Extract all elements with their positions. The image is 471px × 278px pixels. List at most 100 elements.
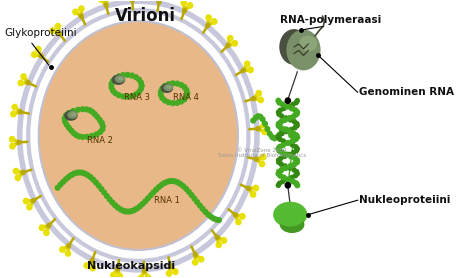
Ellipse shape bbox=[71, 112, 76, 116]
Circle shape bbox=[21, 170, 25, 174]
Circle shape bbox=[211, 216, 216, 221]
Circle shape bbox=[94, 132, 99, 137]
Circle shape bbox=[160, 96, 164, 100]
Circle shape bbox=[170, 178, 175, 183]
Circle shape bbox=[80, 170, 84, 175]
Circle shape bbox=[294, 181, 299, 186]
Circle shape bbox=[276, 171, 281, 176]
Circle shape bbox=[113, 203, 117, 208]
Circle shape bbox=[97, 118, 102, 122]
Circle shape bbox=[294, 101, 298, 105]
Circle shape bbox=[256, 114, 260, 119]
Circle shape bbox=[285, 177, 289, 182]
Circle shape bbox=[111, 79, 115, 83]
Circle shape bbox=[130, 94, 134, 98]
Ellipse shape bbox=[163, 84, 173, 91]
Circle shape bbox=[24, 198, 29, 204]
Circle shape bbox=[285, 98, 291, 103]
Circle shape bbox=[206, 15, 211, 20]
Circle shape bbox=[291, 138, 296, 143]
Circle shape bbox=[179, 182, 183, 187]
Circle shape bbox=[227, 36, 233, 41]
Circle shape bbox=[81, 107, 85, 111]
Circle shape bbox=[115, 205, 120, 210]
Circle shape bbox=[19, 110, 23, 114]
Circle shape bbox=[143, 199, 147, 204]
Circle shape bbox=[138, 275, 144, 278]
Circle shape bbox=[125, 73, 130, 77]
Circle shape bbox=[69, 128, 74, 133]
Circle shape bbox=[110, 200, 114, 205]
Circle shape bbox=[64, 113, 68, 118]
Circle shape bbox=[292, 150, 295, 155]
Circle shape bbox=[89, 133, 94, 138]
Circle shape bbox=[292, 120, 297, 124]
Circle shape bbox=[113, 76, 118, 81]
Circle shape bbox=[139, 83, 144, 88]
Circle shape bbox=[58, 182, 63, 187]
Circle shape bbox=[140, 202, 145, 207]
Circle shape bbox=[85, 134, 89, 139]
Circle shape bbox=[289, 127, 293, 131]
Circle shape bbox=[291, 103, 295, 107]
Circle shape bbox=[74, 170, 79, 175]
Circle shape bbox=[137, 77, 141, 82]
Circle shape bbox=[276, 135, 280, 139]
Circle shape bbox=[63, 119, 67, 124]
Circle shape bbox=[258, 97, 263, 103]
Circle shape bbox=[84, 263, 89, 268]
Circle shape bbox=[276, 110, 280, 114]
Circle shape bbox=[284, 152, 289, 157]
Circle shape bbox=[98, 130, 103, 135]
Circle shape bbox=[36, 46, 41, 52]
Circle shape bbox=[165, 179, 169, 184]
Circle shape bbox=[72, 171, 76, 176]
Circle shape bbox=[293, 125, 297, 130]
Circle shape bbox=[195, 200, 199, 204]
Circle shape bbox=[168, 179, 172, 183]
Circle shape bbox=[290, 106, 294, 111]
Circle shape bbox=[183, 9, 187, 13]
Text: Glykoproteiini: Glykoproteiini bbox=[5, 28, 77, 38]
Circle shape bbox=[145, 275, 151, 278]
Circle shape bbox=[137, 90, 141, 94]
Circle shape bbox=[276, 169, 281, 174]
Circle shape bbox=[290, 175, 294, 180]
Circle shape bbox=[295, 170, 299, 174]
Circle shape bbox=[278, 173, 283, 178]
Circle shape bbox=[280, 150, 284, 155]
Circle shape bbox=[90, 258, 94, 262]
Circle shape bbox=[69, 173, 73, 177]
Circle shape bbox=[289, 133, 293, 138]
Circle shape bbox=[151, 190, 155, 195]
Circle shape bbox=[295, 135, 300, 140]
Circle shape bbox=[276, 158, 281, 162]
Circle shape bbox=[100, 127, 105, 132]
Circle shape bbox=[90, 110, 95, 114]
Circle shape bbox=[99, 121, 104, 125]
Circle shape bbox=[286, 141, 290, 145]
Circle shape bbox=[181, 184, 186, 189]
Circle shape bbox=[113, 91, 118, 96]
Ellipse shape bbox=[67, 111, 78, 119]
Circle shape bbox=[55, 23, 60, 29]
Circle shape bbox=[99, 121, 104, 125]
Circle shape bbox=[260, 154, 266, 160]
Circle shape bbox=[72, 131, 76, 136]
Circle shape bbox=[88, 108, 92, 113]
Circle shape bbox=[134, 92, 138, 97]
Ellipse shape bbox=[299, 36, 317, 51]
Circle shape bbox=[15, 175, 21, 180]
Circle shape bbox=[284, 166, 288, 170]
Circle shape bbox=[290, 139, 295, 143]
Circle shape bbox=[281, 179, 284, 183]
Circle shape bbox=[32, 198, 35, 203]
Circle shape bbox=[17, 140, 21, 144]
Circle shape bbox=[77, 134, 81, 139]
Circle shape bbox=[11, 111, 16, 117]
Circle shape bbox=[253, 115, 258, 120]
Circle shape bbox=[109, 85, 114, 90]
Circle shape bbox=[260, 117, 265, 122]
Circle shape bbox=[98, 0, 104, 2]
Circle shape bbox=[293, 173, 297, 178]
